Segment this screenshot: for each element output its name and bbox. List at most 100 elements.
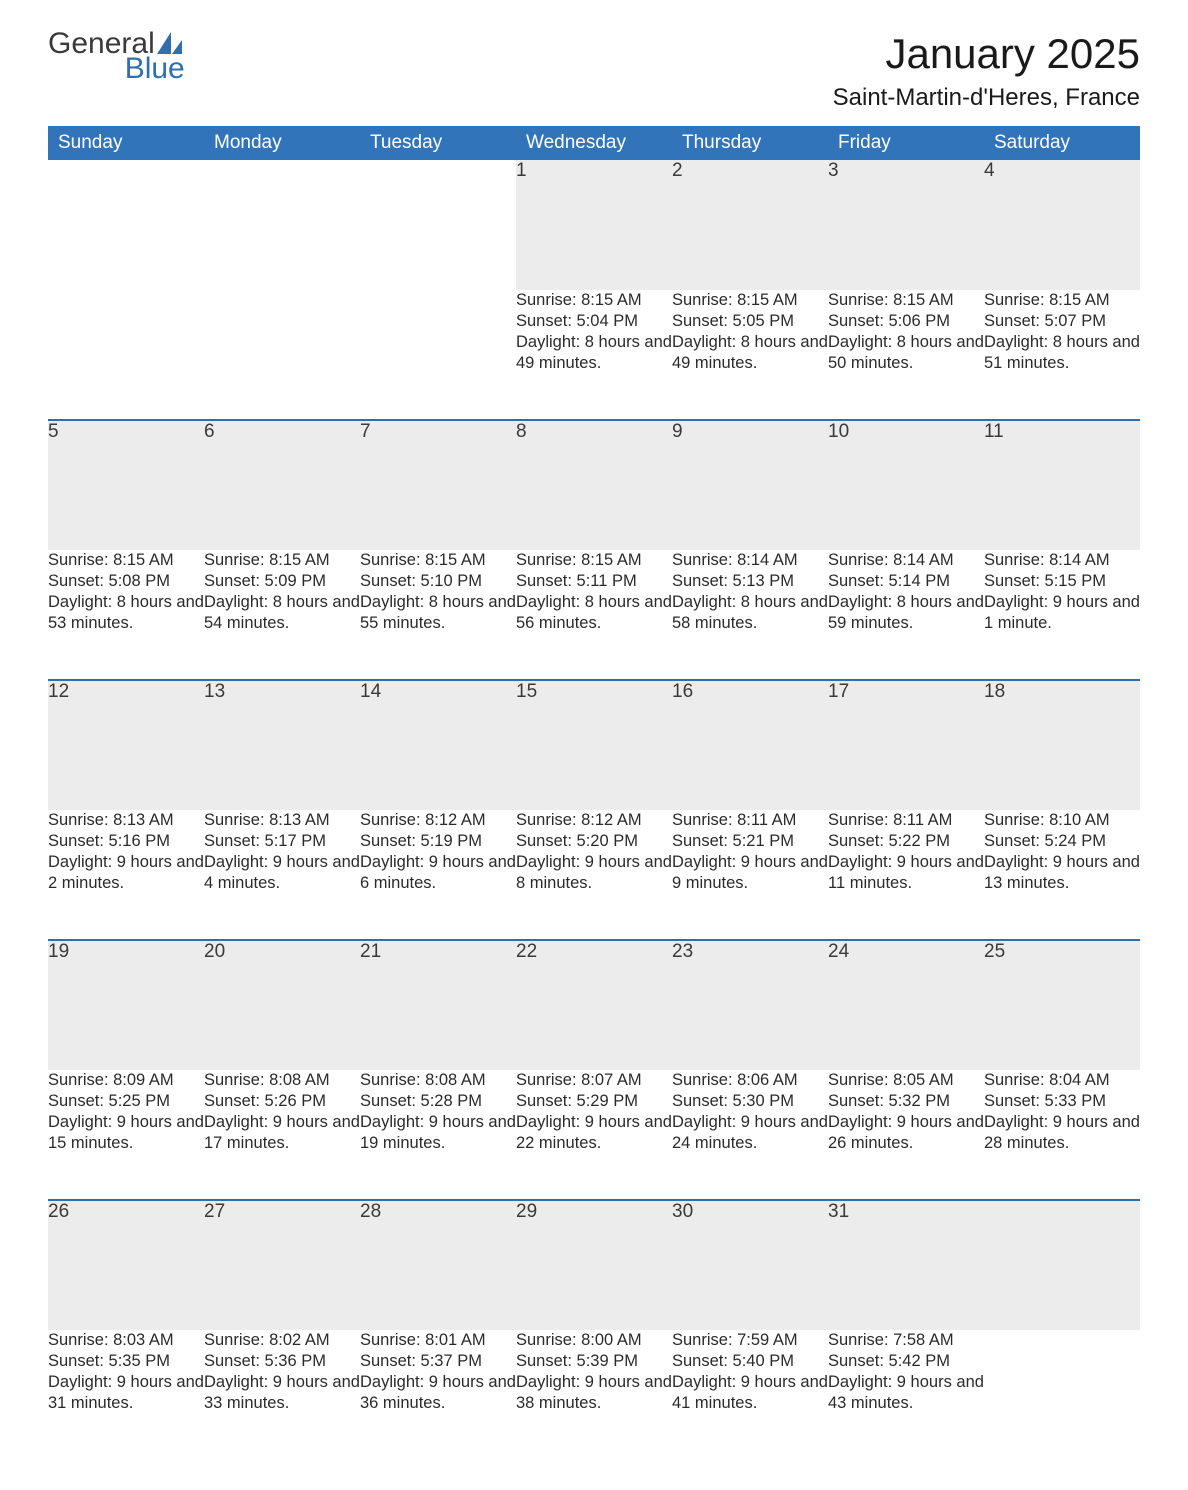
sunrise-line: Sunrise: 7:59 AM <box>672 1330 828 1351</box>
day-number-cell: 8 <box>516 420 672 550</box>
sunset-line: Sunset: 5:25 PM <box>48 1091 204 1112</box>
sunrise-line: Sunrise: 8:03 AM <box>48 1330 204 1351</box>
day-number-cell: 21 <box>360 940 516 1070</box>
sunrise-line: Sunrise: 8:07 AM <box>516 1070 672 1091</box>
sunset-line: Sunset: 5:07 PM <box>984 311 1140 332</box>
sunrise-line: Sunrise: 8:13 AM <box>48 810 204 831</box>
day-body-row: Sunrise: 8:09 AMSunset: 5:25 PMDaylight:… <box>48 1070 1140 1200</box>
weekday-header: Monday <box>204 126 360 160</box>
day-body-cell: Sunrise: 7:58 AMSunset: 5:42 PMDaylight:… <box>828 1330 984 1460</box>
sunrise-line: Sunrise: 8:08 AM <box>360 1070 516 1091</box>
day-body-cell: Sunrise: 8:07 AMSunset: 5:29 PMDaylight:… <box>516 1070 672 1200</box>
daylight-line: Daylight: 9 hours and 8 minutes. <box>516 852 672 894</box>
daylight-line: Daylight: 9 hours and 22 minutes. <box>516 1112 672 1154</box>
sunset-line: Sunset: 5:24 PM <box>984 831 1140 852</box>
day-body-cell: Sunrise: 8:13 AMSunset: 5:16 PMDaylight:… <box>48 810 204 940</box>
day-body-cell: Sunrise: 8:04 AMSunset: 5:33 PMDaylight:… <box>984 1070 1140 1200</box>
day-number-cell: 7 <box>360 420 516 550</box>
daylight-line: Daylight: 8 hours and 50 minutes. <box>828 332 984 374</box>
day-number-cell: 9 <box>672 420 828 550</box>
sunrise-line: Sunrise: 8:15 AM <box>204 550 360 571</box>
daylight-line: Daylight: 9 hours and 26 minutes. <box>828 1112 984 1154</box>
day-body-cell: Sunrise: 8:15 AMSunset: 5:04 PMDaylight:… <box>516 290 672 420</box>
day-number-cell <box>360 160 516 290</box>
day-number-row: 262728293031 <box>48 1200 1140 1330</box>
daylight-line: Daylight: 9 hours and 2 minutes. <box>48 852 204 894</box>
daylight-line: Daylight: 9 hours and 13 minutes. <box>984 852 1140 894</box>
sunrise-line: Sunrise: 8:15 AM <box>360 550 516 571</box>
sunset-line: Sunset: 5:39 PM <box>516 1351 672 1372</box>
day-number-cell: 2 <box>672 160 828 290</box>
daylight-line: Daylight: 9 hours and 6 minutes. <box>360 852 516 894</box>
day-body-row: Sunrise: 8:15 AMSunset: 5:04 PM Daylight:… <box>48 290 1140 420</box>
day-number-cell: 28 <box>360 1200 516 1330</box>
sunrise-line: Sunrise: 8:04 AM <box>984 1070 1140 1091</box>
weekday-header: Friday <box>828 126 984 160</box>
daylight-line: Daylight: 9 hours and 11 minutes. <box>828 852 984 894</box>
daylight-line: Daylight: 9 hours and 28 minutes. <box>984 1112 1140 1154</box>
day-body-cell: Sunrise: 8:15 AMSunset: 5:11 PMDaylight:… <box>516 550 672 680</box>
daylight-line: Daylight: 9 hours and 31 minutes. <box>48 1372 204 1414</box>
day-body-cell: Sunrise: 8:15 AMSunset: 5:08 PMDaylight:… <box>48 550 204 680</box>
daylight-line: Daylight: 9 hours and 9 minutes. <box>672 852 828 894</box>
day-body-cell: Sunrise: 8:02 AMSunset: 5:36 PMDaylight:… <box>204 1330 360 1460</box>
daylight-line: Daylight: 8 hours and 53 minutes. <box>48 592 204 634</box>
day-number-row: 12131415161718 <box>48 680 1140 810</box>
day-number-cell: 27 <box>204 1200 360 1330</box>
sunset-line: Sunset: 5:20 PM <box>516 831 672 852</box>
day-number-cell: 26 <box>48 1200 204 1330</box>
day-body-cell: Sunrise: 8:12 AMSunset: 5:19 PMDaylight:… <box>360 810 516 940</box>
daylight-line: Daylight: 9 hours and 38 minutes. <box>516 1372 672 1414</box>
sunset-line: Sunset: 5:26 PM <box>204 1091 360 1112</box>
sunset-line: Sunset: 5:30 PM <box>672 1091 828 1112</box>
daylight-line: Daylight: 9 hours and 41 minutes. <box>672 1372 828 1414</box>
day-body-row: Sunrise: 8:15 AMSunset: 5:08 PMDaylight:… <box>48 550 1140 680</box>
logo: General Blue <box>48 30 187 83</box>
sunset-line: Sunset: 5:35 PM <box>48 1351 204 1372</box>
day-body-row: Sunrise: 8:13 AMSunset: 5:16 PMDaylight:… <box>48 810 1140 940</box>
day-body-cell <box>48 290 204 420</box>
sunrise-line: Sunrise: 8:15 AM <box>672 290 828 311</box>
weekday-header: Tuesday <box>360 126 516 160</box>
daylight-line: Daylight: 9 hours and 17 minutes. <box>204 1112 360 1154</box>
day-number-cell: 18 <box>984 680 1140 810</box>
day-number-row: 19202122232425 <box>48 940 1140 1070</box>
day-number-cell: 17 <box>828 680 984 810</box>
calendar-table: Sunday Monday Tuesday Wednesday Thursday… <box>48 126 1140 1460</box>
sunset-line: Sunset: 5:22 PM <box>828 831 984 852</box>
day-body-cell: Sunrise: 8:12 AMSunset: 5:20 PMDaylight:… <box>516 810 672 940</box>
day-body-cell <box>204 290 360 420</box>
sunset-line: Sunset: 5:05 PM <box>672 311 828 332</box>
day-number-cell: 12 <box>48 680 204 810</box>
day-number-cell: 13 <box>204 680 360 810</box>
sunset-line: Sunset: 5:19 PM <box>360 831 516 852</box>
sunrise-line: Sunrise: 8:15 AM <box>48 550 204 571</box>
sunrise-line: Sunrise: 7:58 AM <box>828 1330 984 1351</box>
day-body-row: Sunrise: 8:03 AMSunset: 5:35 PMDaylight:… <box>48 1330 1140 1460</box>
sunset-line: Sunset: 5:09 PM <box>204 571 360 592</box>
daylight-line: Daylight: 9 hours and 24 minutes. <box>672 1112 828 1154</box>
sunrise-line: Sunrise: 8:09 AM <box>48 1070 204 1091</box>
day-body-cell: Sunrise: 8:08 AMSunset: 5:26 PMDaylight:… <box>204 1070 360 1200</box>
sunset-line: Sunset: 5:15 PM <box>984 571 1140 592</box>
logo-word-2: Blue <box>125 55 185 84</box>
sunset-line: Sunset: 5:32 PM <box>828 1091 984 1112</box>
sunrise-line: Sunrise: 8:00 AM <box>516 1330 672 1351</box>
sunset-line: Sunset: 5:04 PM <box>516 311 672 332</box>
daylight-line: Daylight: 9 hours and 33 minutes. <box>204 1372 360 1414</box>
daylight-line: Daylight: 8 hours and 54 minutes. <box>204 592 360 634</box>
day-number-cell: 3 <box>828 160 984 290</box>
sunrise-line: Sunrise: 8:11 AM <box>672 810 828 831</box>
sunrise-line: Sunrise: 8:14 AM <box>828 550 984 571</box>
day-number-row: 567891011 <box>48 420 1140 550</box>
sunset-line: Sunset: 5:28 PM <box>360 1091 516 1112</box>
day-body-cell: Sunrise: 8:06 AMSunset: 5:30 PMDaylight:… <box>672 1070 828 1200</box>
daylight-line: Daylight: 9 hours and 36 minutes. <box>360 1372 516 1414</box>
day-body-cell: Sunrise: 8:15 AMSunset: 5:05 PMDaylight:… <box>672 290 828 420</box>
day-number-cell: 16 <box>672 680 828 810</box>
day-body-cell: Sunrise: 8:00 AMSunset: 5:39 PMDaylight:… <box>516 1330 672 1460</box>
page-header: General Blue January 2025 Saint-Martin-d… <box>48 30 1140 112</box>
weekday-header: Saturday <box>984 126 1140 160</box>
sunset-line: Sunset: 5:17 PM <box>204 831 360 852</box>
day-body-cell: Sunrise: 8:10 AMSunset: 5:24 PMDaylight:… <box>984 810 1140 940</box>
